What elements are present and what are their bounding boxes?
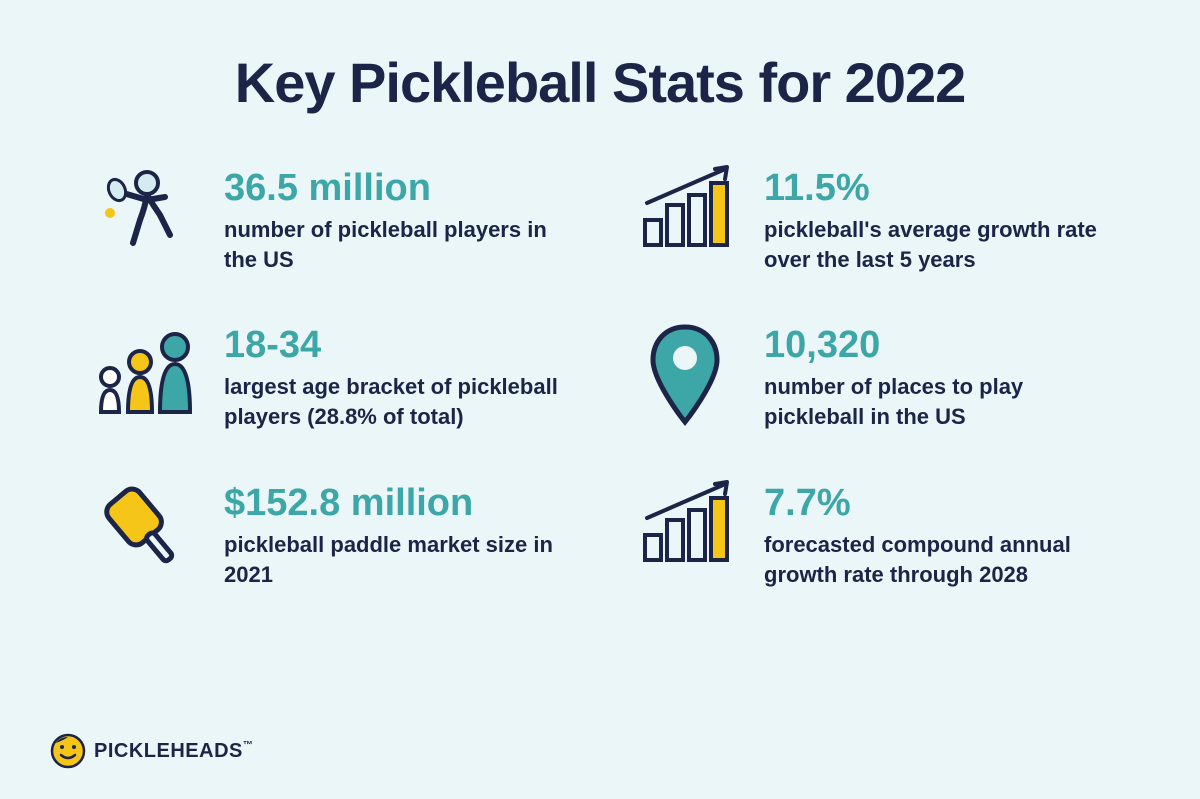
stat-desc: pickleball paddle market size in 2021 [224, 530, 570, 589]
people-ages-icon [90, 322, 200, 422]
stat-desc: pickleball's average growth rate over th… [764, 215, 1110, 274]
stat-desc: largest age bracket of pickleball player… [224, 372, 570, 431]
stat-desc: number of pickleball players in the US [224, 215, 570, 274]
stat-market-size: $152.8 million pickleball paddle market … [90, 480, 570, 589]
stat-desc: forecasted compound annual growth rate t… [764, 530, 1110, 589]
stat-value: 10,320 [764, 326, 1110, 366]
stat-value: $152.8 million [224, 484, 570, 524]
pickleball-logo-icon [50, 733, 86, 769]
forecast-chart-icon [630, 480, 740, 570]
brand-logo: PICKLEHEADS™ [50, 733, 253, 769]
stat-places: 10,320 number of places to play pickleba… [630, 322, 1110, 432]
stat-age-bracket: 18-34 largest age bracket of pickleball … [90, 322, 570, 432]
stat-forecast: 7.7% forecasted compound annual growth r… [630, 480, 1110, 589]
stat-growth: 11.5% pickleball's average growth rate o… [630, 165, 1110, 274]
player-icon [90, 165, 200, 265]
stat-value: 36.5 million [224, 169, 570, 209]
page-title: Key Pickleball Stats for 2022 [90, 50, 1110, 115]
stat-value: 18-34 [224, 326, 570, 366]
stats-grid: 36.5 million number of pickleball player… [90, 165, 1110, 590]
stat-value: 7.7% [764, 484, 1110, 524]
growth-chart-icon [630, 165, 740, 255]
stat-value: 11.5% [764, 169, 1110, 209]
stat-desc: number of places to play pickleball in t… [764, 372, 1110, 431]
map-pin-icon [630, 322, 740, 432]
logo-text: PICKLEHEADS™ [94, 740, 253, 763]
paddle-icon [90, 480, 200, 580]
stat-players: 36.5 million number of pickleball player… [90, 165, 570, 274]
